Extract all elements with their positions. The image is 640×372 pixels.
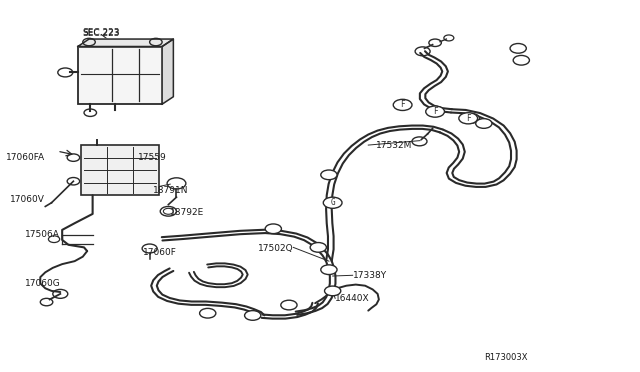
- Text: 17060FA: 17060FA: [6, 153, 45, 162]
- Bar: [81, 145, 159, 195]
- Text: 17502Q: 17502Q: [258, 244, 293, 253]
- Circle shape: [324, 198, 340, 208]
- Circle shape: [244, 311, 261, 320]
- Circle shape: [459, 113, 477, 124]
- Text: 18792E: 18792E: [170, 208, 205, 217]
- Text: 18791N: 18791N: [153, 186, 188, 195]
- Circle shape: [323, 197, 342, 208]
- Circle shape: [393, 99, 412, 110]
- Polygon shape: [78, 39, 173, 46]
- Text: F: F: [433, 107, 437, 116]
- Circle shape: [324, 286, 340, 296]
- Circle shape: [513, 55, 529, 65]
- Circle shape: [463, 113, 479, 123]
- Circle shape: [265, 224, 282, 234]
- Text: F: F: [466, 114, 470, 123]
- Text: 17060V: 17060V: [10, 195, 45, 203]
- Circle shape: [427, 107, 444, 116]
- Circle shape: [321, 265, 337, 275]
- Circle shape: [394, 100, 411, 110]
- Circle shape: [310, 243, 326, 252]
- Text: 17532M: 17532M: [376, 141, 413, 150]
- Circle shape: [476, 119, 492, 128]
- Circle shape: [200, 308, 216, 318]
- Text: G: G: [330, 198, 335, 207]
- Text: SEC.223: SEC.223: [83, 28, 120, 37]
- Text: SEC.223: SEC.223: [83, 29, 120, 38]
- Text: R173003X: R173003X: [484, 353, 527, 362]
- Text: 17060G: 17060G: [24, 279, 60, 288]
- Bar: [78, 46, 162, 104]
- Circle shape: [321, 170, 337, 180]
- Text: 16440X: 16440X: [335, 294, 370, 303]
- Polygon shape: [162, 39, 173, 104]
- Circle shape: [281, 300, 297, 310]
- Text: F: F: [400, 100, 405, 109]
- Circle shape: [510, 44, 526, 53]
- Text: 17506A: 17506A: [26, 230, 60, 239]
- Circle shape: [426, 106, 444, 117]
- Text: 17060F: 17060F: [143, 248, 177, 257]
- Text: 17338Y: 17338Y: [353, 271, 387, 280]
- Text: 17559: 17559: [138, 153, 166, 162]
